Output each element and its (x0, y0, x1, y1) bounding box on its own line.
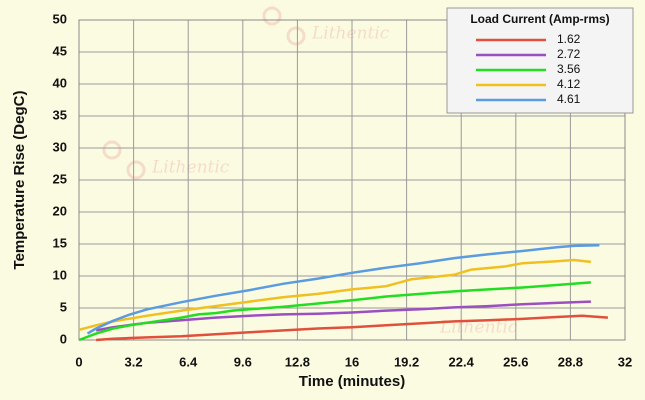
series-line (96, 314, 608, 342)
y-tick-label: 50 (53, 11, 67, 26)
y-tick-label: 5 (60, 299, 67, 314)
y-axis-title: Temperature Rise (DegC) (11, 91, 28, 270)
x-tick-label: 3.2 (125, 354, 143, 369)
legend-box (446, 7, 634, 114)
x-tick-label: 0 (75, 354, 82, 369)
watermark: Lithentic (151, 158, 230, 178)
plot-frame (78, 19, 626, 341)
y-tick-label: 35 (53, 107, 67, 122)
watermark: Lithentic (439, 318, 518, 338)
series-line (78, 281, 591, 342)
series-line (78, 258, 592, 332)
y-tick-label: 25 (53, 171, 67, 186)
series-line (95, 300, 591, 332)
y-tick-label: 0 (60, 331, 67, 346)
y-tick-label: 10 (53, 267, 67, 282)
y-tick-label: 15 (53, 235, 67, 250)
watermark-icon (262, 6, 282, 26)
x-tick-label: 22.4 (449, 354, 475, 369)
lines (78, 244, 608, 342)
watermark-icon (286, 26, 306, 46)
x-tick-label: 25.6 (503, 354, 528, 369)
legend-label: 4.12 (557, 77, 581, 91)
watermark-icon (102, 140, 122, 160)
x-tick-label: 16 (345, 354, 359, 369)
series-line (86, 244, 600, 335)
legend-label: 1.62 (557, 32, 581, 46)
x-tick-label: 6.4 (179, 354, 198, 369)
x-tick-label: 12.8 (285, 354, 310, 369)
y-tick-label: 30 (53, 139, 67, 154)
legend-label: 2.72 (557, 47, 581, 61)
watermarks: Lithentic Lithentic Lithentic (102, 6, 518, 338)
legend-title: Load Current (Amp-rms) (470, 12, 609, 26)
x-tick-label: 9.6 (234, 354, 252, 369)
legend-label: 4.61 (557, 92, 581, 106)
watermark-icon (126, 160, 146, 180)
watermark: Lithentic (311, 24, 390, 44)
y-tick-label: 20 (53, 203, 67, 218)
y-tick-label: 45 (53, 43, 67, 58)
x-tick-label: 32 (618, 354, 632, 369)
legend: Load Current (Amp-rms) 1.622.723.564.124… (446, 7, 634, 114)
x-tick-label: 19.2 (394, 354, 419, 369)
x-tick-label: 28.8 (558, 354, 583, 369)
legend-label: 3.56 (557, 62, 581, 76)
x-axis-title: Time (minutes) (299, 373, 405, 390)
y-tick-label: 40 (53, 75, 67, 90)
